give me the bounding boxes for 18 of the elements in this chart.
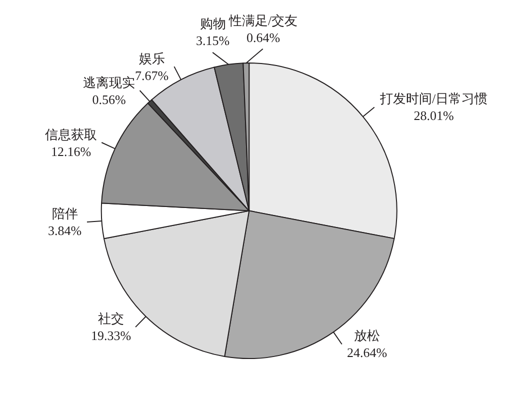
data-label: 0.64%: [246, 30, 280, 45]
data-label: 3.84%: [48, 222, 82, 238]
slice-label: 社交: [98, 311, 124, 326]
slice-label: 放松: [354, 328, 380, 343]
data-label: 19.33%: [91, 328, 132, 343]
slice-label: 性满足/交友: [228, 13, 298, 28]
data-label: 0.56%: [92, 92, 126, 107]
slice-label: 娱乐: [138, 51, 165, 66]
slice-label: 逃离现实: [83, 75, 135, 90]
data-label: 7.67%: [135, 68, 169, 83]
data-label: 24.64%: [347, 344, 388, 360]
data-label: 3.15%: [196, 32, 230, 48]
slice-label: 信息获取: [45, 127, 97, 142]
data-label: 12.16%: [50, 144, 92, 159]
slice-label: 购物: [200, 16, 226, 31]
slice-label: 打发时间/日常习惯: [379, 91, 488, 106]
slice-label: 陪伴: [52, 206, 78, 221]
data-label: 28.01%: [414, 108, 454, 123]
